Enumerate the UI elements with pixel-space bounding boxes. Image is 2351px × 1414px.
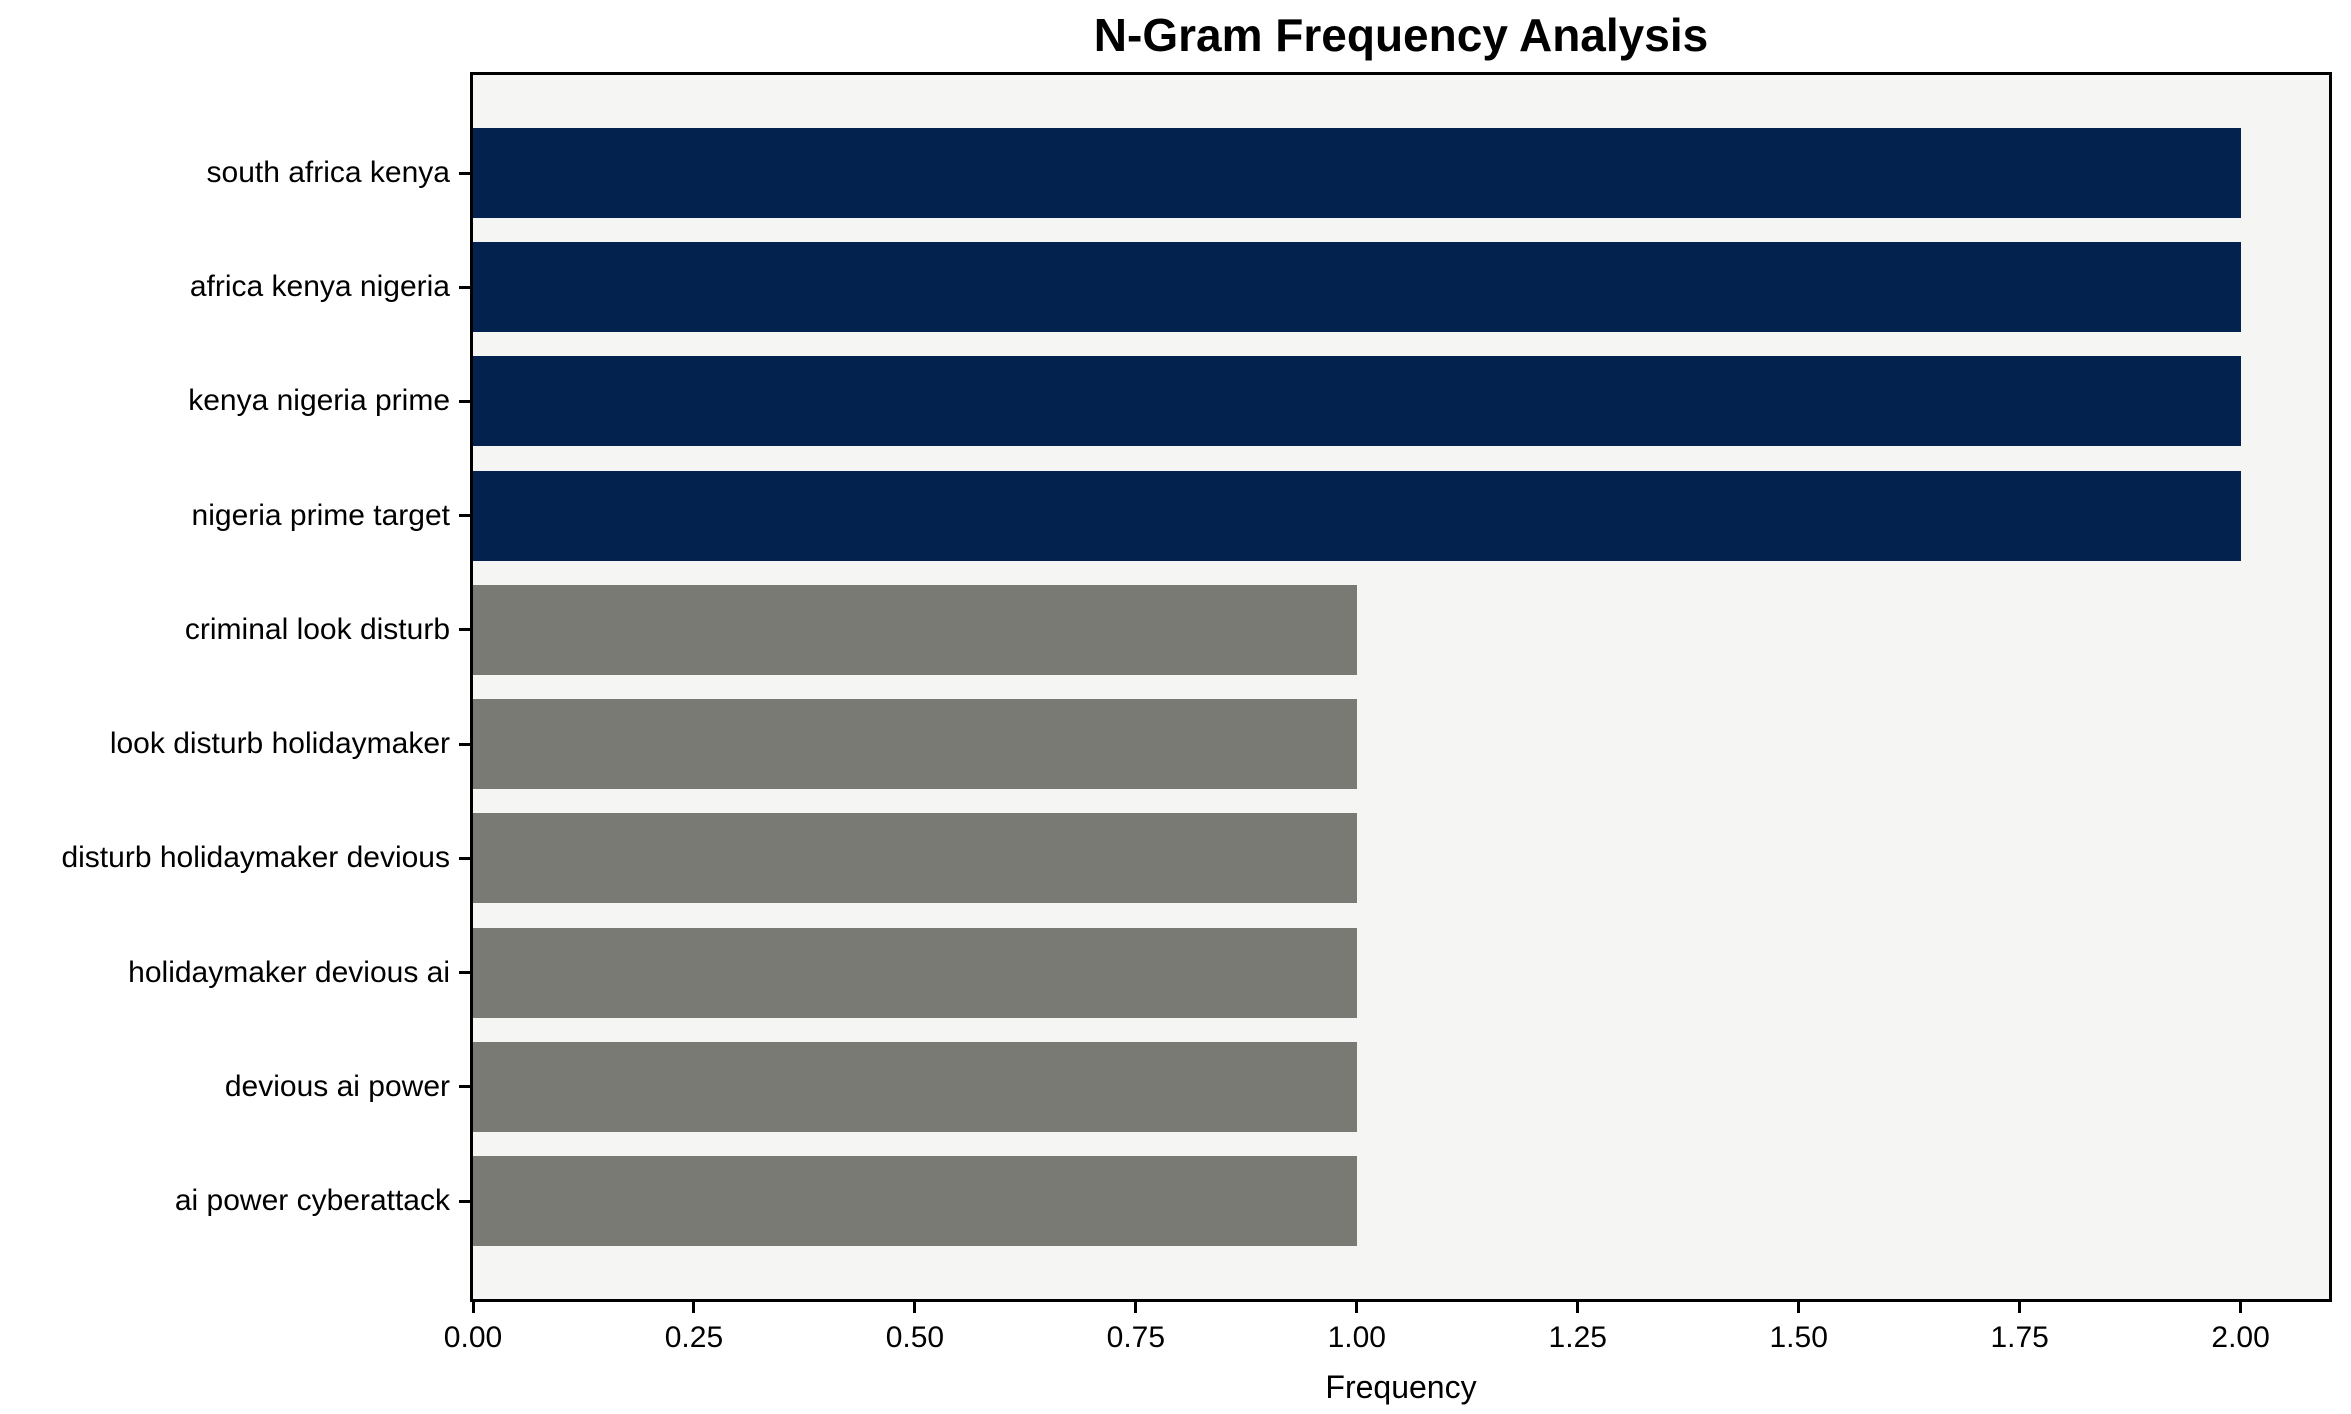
y-tick-label: disturb holidaymaker devious [61, 841, 450, 875]
bar-disturb-holidaymaker-devious [473, 813, 1357, 904]
y-tick-label: nigeria prime target [191, 498, 450, 532]
x-tick [2018, 1302, 2022, 1313]
x-tick-label: 2.00 [2211, 1321, 2270, 1354]
plot-area [470, 72, 2332, 1302]
x-tick-label: 0.50 [885, 1321, 945, 1354]
bar-south-africa-kenya [473, 128, 2241, 218]
y-tick [459, 628, 470, 632]
x-tick [913, 1302, 917, 1313]
y-tick [459, 1199, 470, 1203]
x-tick-label: 1.00 [1327, 1321, 1386, 1354]
x-tick-label: 0.25 [664, 1321, 724, 1354]
x-tick [2239, 1302, 2243, 1313]
y-tick-label: ai power cyberattack [174, 1184, 450, 1217]
y-tick [459, 1085, 470, 1089]
y-tick-label: look disturb holidaymaker [109, 727, 450, 761]
y-tick [459, 856, 470, 860]
x-axis-label: Frequency [1325, 1369, 1477, 1405]
bar-criminal-look-disturb [473, 584, 1357, 675]
x-tick [1797, 1302, 1801, 1313]
y-tick-label: devious ai power [224, 1069, 450, 1103]
y-tick [459, 171, 470, 175]
bar-nigeria-prime-target [473, 470, 2241, 561]
y-tick-label: south africa kenya [206, 156, 450, 189]
x-tick-label: 0.75 [1106, 1321, 1166, 1354]
bar-ai-power-cyberattack [473, 1156, 1357, 1246]
y-tick [459, 742, 470, 746]
bar-look-disturb-holidaymaker [473, 699, 1357, 790]
y-tick-label: africa kenya nigeria [189, 270, 450, 304]
bar-africa-kenya-nigeria [473, 242, 2241, 333]
x-tick [1134, 1302, 1138, 1313]
y-tick [459, 514, 470, 518]
chart-title: N-Gram Frequency Analysis [1093, 9, 1709, 61]
x-tick-label: 1.75 [1990, 1321, 2049, 1354]
y-tick-label: criminal look disturb [184, 612, 450, 646]
x-tick [1576, 1302, 1580, 1313]
x-tick-label: 1.25 [1548, 1321, 1607, 1354]
y-tick [459, 971, 470, 975]
bar-devious-ai-power [473, 1041, 1357, 1132]
x-tick-label: 0.00 [443, 1321, 503, 1354]
bar-holidaymaker-devious-ai [473, 927, 1357, 1018]
x-tick [471, 1302, 475, 1313]
x-tick-label: 1.50 [1769, 1321, 1828, 1354]
x-tick [1355, 1302, 1359, 1313]
y-tick [459, 399, 470, 403]
bar-kenya-nigeria-prime [473, 356, 2241, 447]
y-tick [459, 285, 470, 289]
y-tick-label: holidaymaker devious ai [128, 955, 450, 989]
y-tick-label: kenya nigeria prime [188, 384, 450, 418]
x-tick [692, 1302, 696, 1313]
